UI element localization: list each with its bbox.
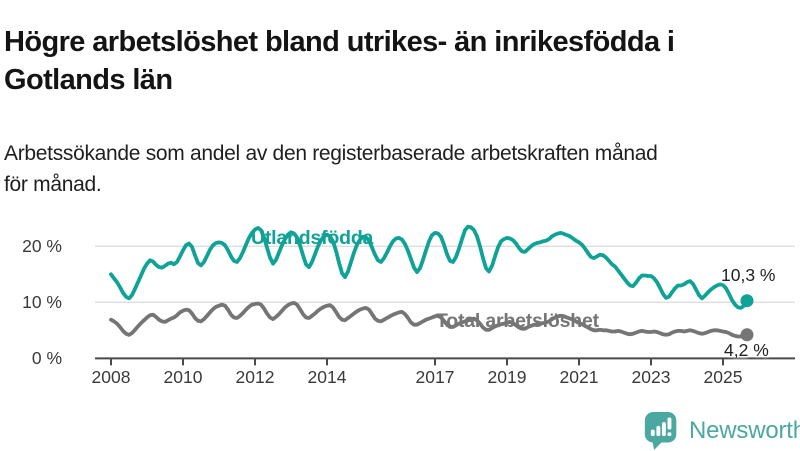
end-value-label-total: 4,2 % (724, 340, 769, 360)
x-tick-label: 2010 (163, 367, 203, 387)
x-tick-label: 2021 (559, 367, 599, 387)
x-tick-label: 2012 (235, 367, 275, 387)
series-end-dot (740, 328, 754, 342)
bar-chart-speech-bubble-icon (644, 412, 677, 450)
series-end-dot (740, 294, 754, 308)
chart-subtitle: Arbetssökande som andel av den registerb… (4, 138, 658, 200)
y-tick-label: 0 % (31, 348, 62, 369)
x-tick-label: 2025 (703, 367, 743, 387)
subtitle-line-1: Arbetssökande som andel av den registerb… (4, 142, 658, 165)
end-value-label-utlandsfodda: 10,3 % (721, 265, 776, 285)
x-tick-label: 2019 (487, 367, 527, 387)
newsworthy-logo-text: Newsworthy (689, 416, 800, 444)
x-tick-label: 2017 (415, 367, 455, 387)
chart-canvas (95, 224, 795, 366)
title-line-1: Högre arbetslöshet bland utrikes- än inr… (4, 26, 675, 59)
x-tick-label: 2008 (91, 367, 131, 387)
x-tick-label: 2014 (307, 367, 347, 387)
newsworthy-logo: Newsworthy (643, 410, 800, 451)
subtitle-line-2: för månad. (4, 173, 102, 196)
y-tick-label: 20 % (22, 236, 62, 257)
page-title: Högre arbetslöshet bland utrikes- än inr… (4, 23, 675, 99)
series-label-total-arbetsloshet: Total arbetslöshet (436, 310, 599, 332)
title-line-2: Gotlands län (4, 64, 173, 97)
series-line-utlandsf-dda (109, 224, 749, 310)
y-tick-label: 10 % (22, 292, 62, 313)
series-label-utlandsfodda: Utlandsfödda (251, 227, 374, 249)
series-line-total-arbetsl-shet (109, 301, 749, 339)
x-tick-label: 2023 (631, 367, 671, 387)
